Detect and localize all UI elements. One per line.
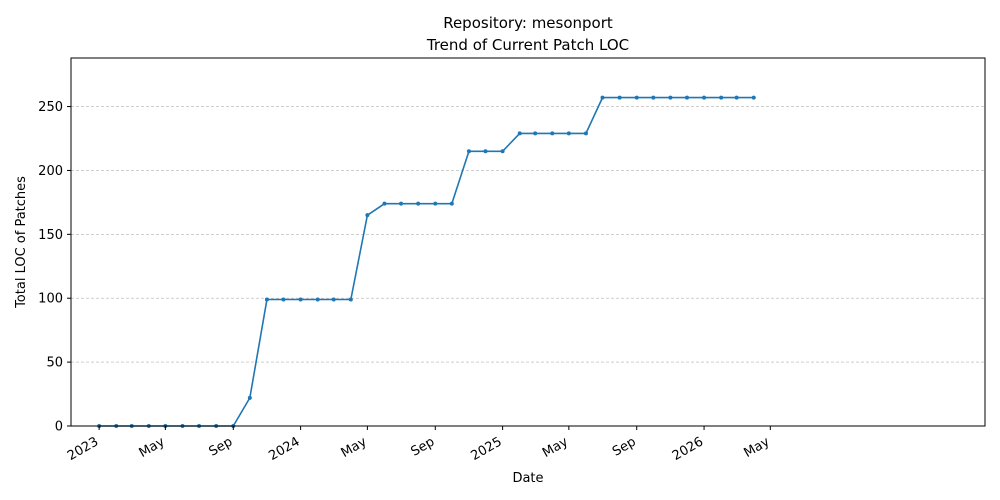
data-point-34: [668, 95, 673, 100]
data-point-39: [751, 95, 756, 100]
chart-title: Repository: mesonport: [443, 14, 613, 32]
x-tick-label-10: May: [742, 434, 773, 461]
data-point-36: [702, 95, 707, 100]
data-point-20: [433, 201, 438, 206]
data-point-12: [298, 297, 303, 302]
plot-frame: [70, 57, 986, 427]
data-point-23: [483, 149, 488, 154]
data-point-38: [734, 95, 739, 100]
x-tick-label-4: May: [339, 434, 370, 461]
y-tick-label-2: 100: [38, 292, 63, 307]
x-tick-label-6: 2025: [468, 434, 504, 464]
data-point-19: [416, 201, 421, 206]
x-tick-label-7: May: [540, 434, 571, 461]
data-point-15: [348, 297, 353, 302]
data-point-22: [466, 149, 471, 154]
data-point-32: [634, 95, 639, 100]
data-point-37: [719, 95, 724, 100]
data-point-25: [517, 131, 522, 136]
data-point-11: [281, 297, 286, 302]
y-tick-label-0: 0: [55, 420, 63, 435]
x-tick-label-0: 2023: [65, 434, 101, 464]
data-point-30: [600, 95, 605, 100]
data-point-21: [449, 201, 454, 206]
data-point-13: [315, 297, 320, 302]
y-tick-label-3: 150: [38, 228, 63, 243]
x-tick-label-1: May: [137, 434, 168, 461]
data-point-10: [264, 297, 269, 302]
chart-subtitle: Trend of Current Patch LOC: [426, 36, 629, 54]
data-point-31: [617, 95, 622, 100]
data-point-14: [331, 297, 336, 302]
y-axis-ticks: 0 50 100 150 200 250: [38, 100, 71, 435]
data-point-18: [399, 201, 404, 206]
x-tick-label-5: Sep: [409, 434, 438, 459]
x-tick-label-3: 2024: [266, 434, 302, 464]
data-point-24: [500, 149, 505, 154]
grid-lines: [71, 106, 985, 363]
data-point-26: [533, 131, 538, 136]
x-tick-label-9: 2026: [670, 434, 706, 464]
data-point-9: [247, 395, 252, 400]
data-point-17: [382, 201, 387, 206]
x-tick-label-8: Sep: [610, 434, 639, 459]
data-point-27: [550, 131, 555, 136]
data-points: [97, 95, 756, 428]
y-tick-label-1: 50: [46, 356, 63, 371]
y-axis-label: Total LOC of Patches: [14, 176, 29, 309]
x-axis-label: Date: [512, 471, 543, 486]
data-point-33: [651, 95, 656, 100]
data-point-28: [566, 131, 571, 136]
series-polyline: [99, 96, 754, 427]
y-tick-label-4: 200: [38, 164, 63, 179]
x-axis-ticks: 2023 May Sep 2024 May Sep 2025 May Sep 2026 May: [65, 426, 773, 464]
y-tick-label-5: 250: [38, 100, 63, 115]
data-point-29: [583, 131, 588, 136]
x-tick-label-2: Sep: [207, 434, 236, 459]
data-point-16: [365, 213, 370, 218]
series-line: [99, 96, 754, 427]
data-point-35: [684, 95, 689, 100]
